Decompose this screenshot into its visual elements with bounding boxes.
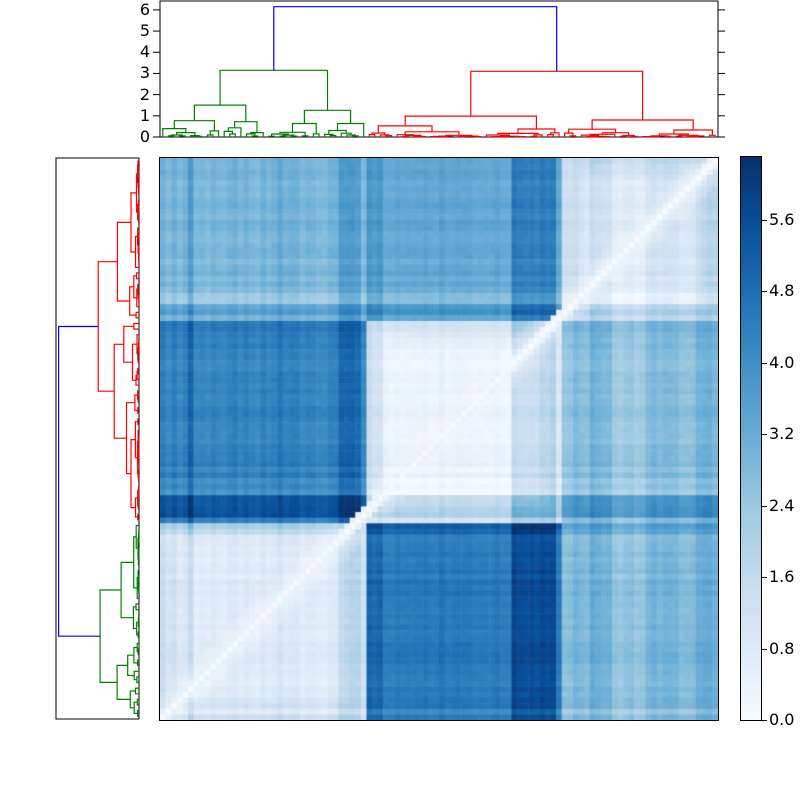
colorbar-tick-mark [762,649,767,650]
colorbar-tick-mark [762,220,767,221]
colorbar-tick-label-4.0: 4.0 [769,353,795,372]
top-dendrogram-cluster [368,70,716,138]
left-dendrogram-cluster [97,160,140,521]
colorbar [741,157,761,720]
top-axis-tick-label-2: 2 [139,85,150,104]
colorbar-tick-mark [762,291,767,292]
colorbar-tick-label-1.6: 1.6 [769,567,795,586]
colorbar-tick-mark [762,506,767,507]
heatmap [160,158,718,720]
colorbar-tick-label-0.0: 0.0 [769,710,795,729]
colorbar-tick-label-5.6: 5.6 [769,210,795,229]
left-dendrogram [55,157,140,720]
top-axis-tick-label-6: 6 [139,0,150,19]
top-dendrogram-root-link [273,6,558,72]
top-axis-tick-label-4: 4 [139,42,150,61]
colorbar-tick-label-0.8: 0.8 [769,639,795,658]
top-dendrogram-cluster [162,69,365,137]
heatmap-panel [159,157,719,721]
left-dendrogram-root-link [58,325,101,637]
top-axis-tick-label-3: 3 [139,63,150,82]
top-axis-tick-label-1: 1 [139,106,150,125]
colorbar-tick-mark [762,434,767,435]
colorbar-tick-label-3.2: 3.2 [769,424,795,443]
top-dendrogram [153,0,725,138]
top-axis-tick-label-5: 5 [139,21,150,40]
colorbar-panel [740,156,762,721]
colorbar-tick-label-2.4: 2.4 [769,496,795,515]
top-axis-tick-label-0: 0 [139,127,150,146]
left-dendrogram-cluster [99,524,140,717]
colorbar-tick-mark [762,577,767,578]
colorbar-tick-mark [762,720,767,721]
colorbar-tick-label-4.8: 4.8 [769,281,795,300]
colorbar-tick-mark [762,363,767,364]
